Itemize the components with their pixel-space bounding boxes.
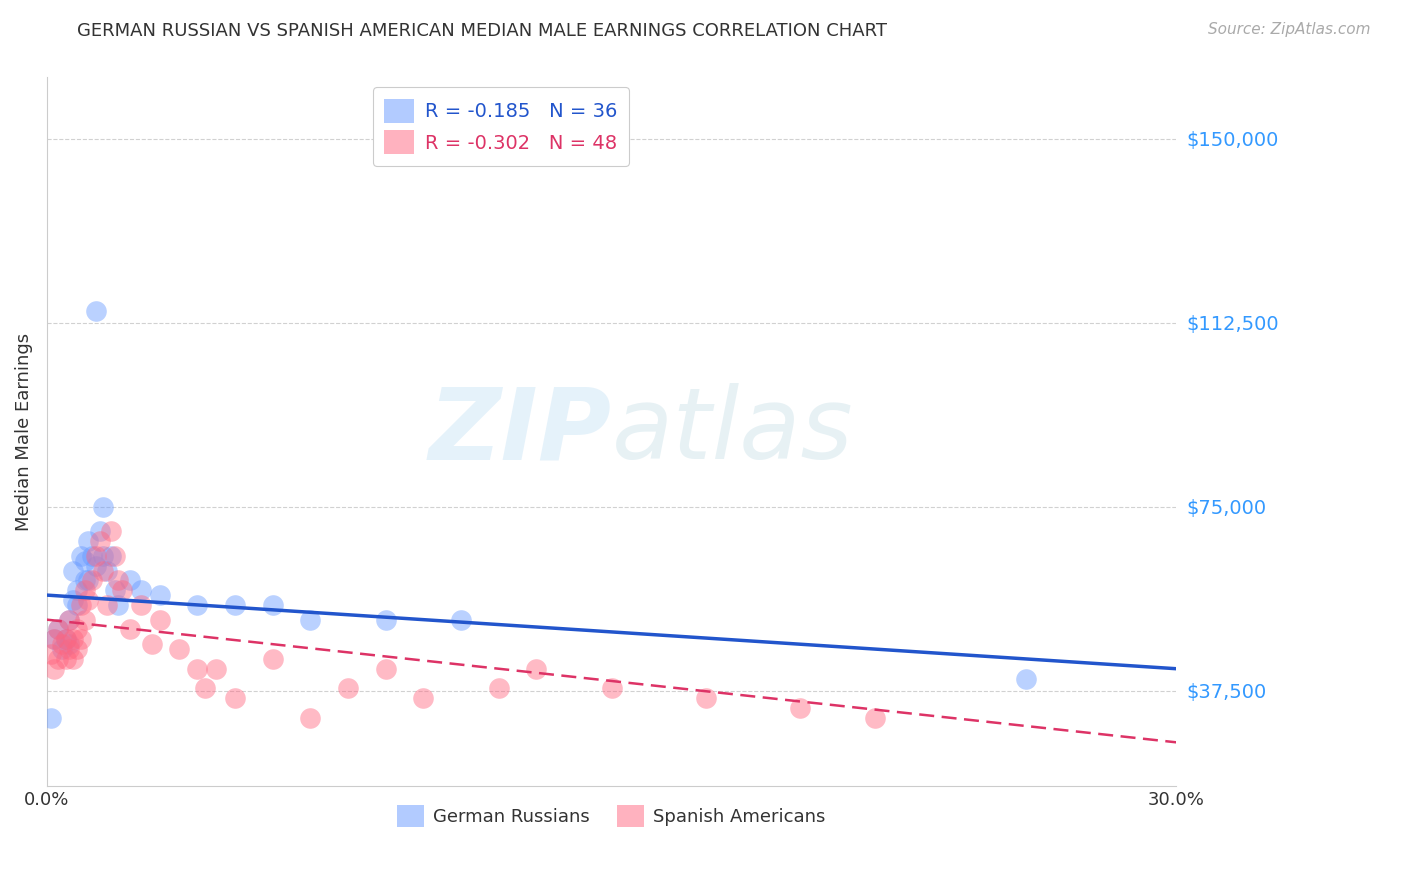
Text: ZIP: ZIP <box>429 384 612 481</box>
Point <box>62 632 84 647</box>
Point <box>84 303 107 318</box>
Point <box>194 681 217 696</box>
Point <box>299 711 322 725</box>
Point <box>39 647 62 661</box>
Point <box>93 500 115 514</box>
Point <box>69 549 91 563</box>
Text: GERMAN RUSSIAN VS SPANISH AMERICAN MEDIAN MALE EARNINGS CORRELATION CHART: GERMAN RUSSIAN VS SPANISH AMERICAN MEDIA… <box>77 22 887 40</box>
Point <box>62 593 84 607</box>
Point <box>93 549 115 563</box>
Point <box>129 583 152 598</box>
Point <box>44 662 66 676</box>
Point <box>46 623 69 637</box>
Point <box>44 632 66 647</box>
Point <box>205 662 228 676</box>
Point <box>84 558 107 573</box>
Point <box>58 613 80 627</box>
Point <box>44 632 66 647</box>
Point <box>141 637 163 651</box>
Point <box>100 524 122 539</box>
Point <box>39 711 62 725</box>
Legend: German Russians, Spanish Americans: German Russians, Spanish Americans <box>389 797 832 834</box>
Point <box>73 613 96 627</box>
Point <box>51 637 73 651</box>
Point <box>374 662 396 676</box>
Point <box>55 652 77 666</box>
Point <box>66 583 89 598</box>
Point <box>66 623 89 637</box>
Point <box>46 652 69 666</box>
Point <box>107 598 129 612</box>
Point <box>73 583 96 598</box>
Point <box>77 534 100 549</box>
Point <box>66 598 89 612</box>
Point <box>111 583 134 598</box>
Point <box>863 711 886 725</box>
Point <box>58 613 80 627</box>
Point <box>77 593 100 607</box>
Point <box>299 613 322 627</box>
Point <box>69 632 91 647</box>
Point <box>149 588 172 602</box>
Point <box>51 642 73 657</box>
Text: Source: ZipAtlas.com: Source: ZipAtlas.com <box>1208 22 1371 37</box>
Point <box>262 652 284 666</box>
Point <box>789 701 811 715</box>
Point <box>524 662 547 676</box>
Point <box>695 691 717 706</box>
Point <box>58 642 80 657</box>
Point <box>224 598 246 612</box>
Point <box>62 564 84 578</box>
Point <box>107 574 129 588</box>
Point <box>80 549 103 563</box>
Point <box>149 613 172 627</box>
Point <box>73 554 96 568</box>
Point <box>77 574 100 588</box>
Point <box>96 564 118 578</box>
Point <box>55 632 77 647</box>
Point <box>186 598 208 612</box>
Point <box>80 574 103 588</box>
Point <box>73 574 96 588</box>
Point <box>1014 672 1036 686</box>
Point <box>450 613 472 627</box>
Point <box>129 598 152 612</box>
Point <box>262 598 284 612</box>
Point <box>89 534 111 549</box>
Point <box>167 642 190 657</box>
Y-axis label: Median Male Earnings: Median Male Earnings <box>15 333 32 531</box>
Point <box>96 598 118 612</box>
Point <box>93 564 115 578</box>
Point <box>224 691 246 706</box>
Point <box>337 681 360 696</box>
Point <box>118 623 141 637</box>
Point <box>412 691 434 706</box>
Point <box>58 637 80 651</box>
Point <box>69 598 91 612</box>
Point <box>488 681 510 696</box>
Point <box>600 681 623 696</box>
Point <box>374 613 396 627</box>
Point <box>55 632 77 647</box>
Point <box>104 583 127 598</box>
Text: atlas: atlas <box>612 384 853 481</box>
Point <box>186 662 208 676</box>
Point <box>104 549 127 563</box>
Point <box>100 549 122 563</box>
Point <box>62 652 84 666</box>
Point <box>66 642 89 657</box>
Point <box>89 524 111 539</box>
Point <box>46 623 69 637</box>
Point <box>84 549 107 563</box>
Point <box>118 574 141 588</box>
